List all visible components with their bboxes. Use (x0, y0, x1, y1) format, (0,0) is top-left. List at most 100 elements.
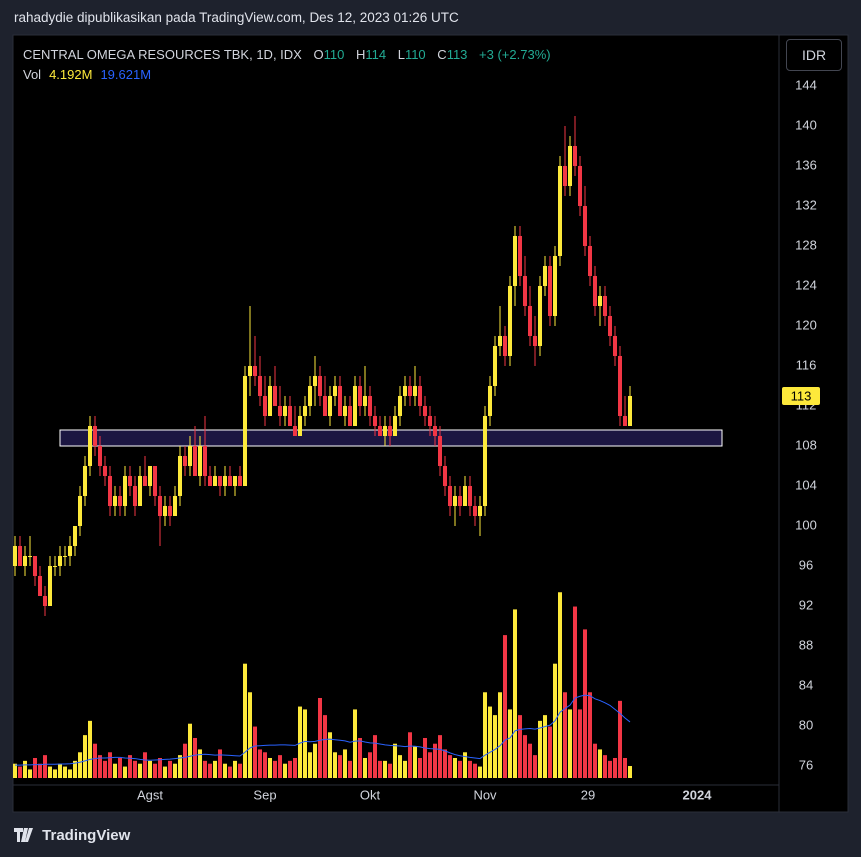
volume-bar (213, 760, 217, 778)
y-tick-label: 100 (795, 517, 817, 532)
symbol-title: CENTRAL OMEGA RESOURCES TBK, 1D, IDX (23, 47, 302, 62)
candle-body (203, 446, 207, 476)
ohlc-label: L (397, 47, 405, 62)
volume-bar (593, 743, 597, 778)
volume-bar (328, 732, 332, 778)
candle-body (548, 266, 552, 316)
candle-body (228, 476, 232, 486)
volume-bar (518, 715, 522, 778)
y-tick-label: 124 (795, 277, 817, 292)
volume-bar (613, 757, 617, 778)
volume-bar (128, 755, 132, 778)
candle-body (48, 566, 52, 606)
volume-bar (503, 635, 507, 778)
candle-body (218, 476, 222, 486)
volume-bar (183, 743, 187, 778)
candle-body (233, 476, 237, 486)
volume-ma-line (15, 694, 631, 766)
volume-bar (263, 752, 267, 778)
candle-body (288, 406, 292, 426)
candle-body (248, 366, 252, 376)
volume-bar (388, 763, 392, 778)
volume-bar (478, 766, 482, 778)
y-tick-label: 116 (796, 357, 817, 372)
volume-bar (218, 749, 222, 778)
candle-body (578, 166, 582, 206)
candle-body (408, 386, 412, 396)
volume-bar (163, 766, 167, 778)
candle-body (418, 386, 422, 406)
candle-body (78, 496, 82, 526)
x-tick-label: Okt (360, 787, 381, 802)
candle-body (38, 576, 42, 596)
candle-body (43, 596, 47, 606)
volume-bar (268, 757, 272, 778)
volume-bar (348, 760, 352, 778)
y-tick-label: 144 (795, 77, 817, 92)
candle-body (183, 456, 187, 466)
candle-body (178, 456, 182, 496)
volume-bar (403, 760, 407, 778)
volume-bar (233, 760, 237, 778)
volume-bar (493, 715, 497, 778)
currency-button[interactable]: IDR (786, 39, 842, 71)
candle-body (508, 286, 512, 356)
candle-body (423, 406, 427, 416)
candle-body (398, 396, 402, 416)
candle-body (388, 426, 392, 436)
candle-body (328, 396, 332, 416)
volume-bar (408, 732, 412, 778)
volume-bar (113, 763, 117, 778)
candle-body (83, 466, 87, 496)
candle-body (493, 346, 497, 386)
y-tick-label: 92 (799, 597, 813, 612)
candle-body (363, 396, 367, 406)
volume-bar (623, 757, 627, 778)
candle-body (623, 416, 627, 426)
candle-body (483, 416, 487, 506)
candle-body (23, 556, 27, 566)
last-price-label: 113 (791, 388, 812, 403)
volume-bar (398, 755, 402, 778)
volume-bar (443, 749, 447, 778)
candle-body (603, 296, 607, 316)
candle-body (73, 526, 77, 546)
candle-body (373, 416, 377, 426)
candle-body (158, 496, 162, 516)
candle-body (273, 386, 277, 406)
candle-body (58, 556, 62, 566)
volume-bar (323, 715, 327, 778)
candle-body (268, 386, 272, 416)
candle-body (208, 476, 212, 486)
volume-bar (598, 749, 602, 778)
candle-body (118, 496, 122, 506)
candle-body (448, 486, 452, 506)
volume-bar (343, 749, 347, 778)
candle-body (608, 316, 612, 336)
volume-bar (168, 760, 172, 778)
x-tick-label: 29 (581, 787, 595, 802)
candle-body (148, 466, 152, 486)
volume-bar (283, 763, 287, 778)
volume-bar (353, 709, 357, 778)
volume-bar (548, 726, 552, 778)
candle-body (103, 466, 107, 476)
volume-bar (523, 735, 527, 778)
candle-body (583, 206, 587, 246)
volume-bar (363, 757, 367, 778)
volume-bar (583, 629, 587, 778)
candle-body (488, 386, 492, 416)
y-tick-label: 108 (795, 437, 817, 452)
candle-body (553, 256, 557, 316)
candle-body (323, 396, 327, 416)
volume-label: Vol (23, 67, 42, 82)
y-tick-label: 136 (795, 157, 817, 172)
candle-body (263, 396, 267, 416)
volume-bar (528, 743, 532, 778)
volume-bar (288, 760, 292, 778)
y-tick-label: 120 (795, 317, 817, 332)
volume-bar (618, 700, 622, 778)
volume-bar (228, 766, 232, 778)
candle-body (173, 496, 177, 516)
volume-bar (368, 752, 372, 778)
